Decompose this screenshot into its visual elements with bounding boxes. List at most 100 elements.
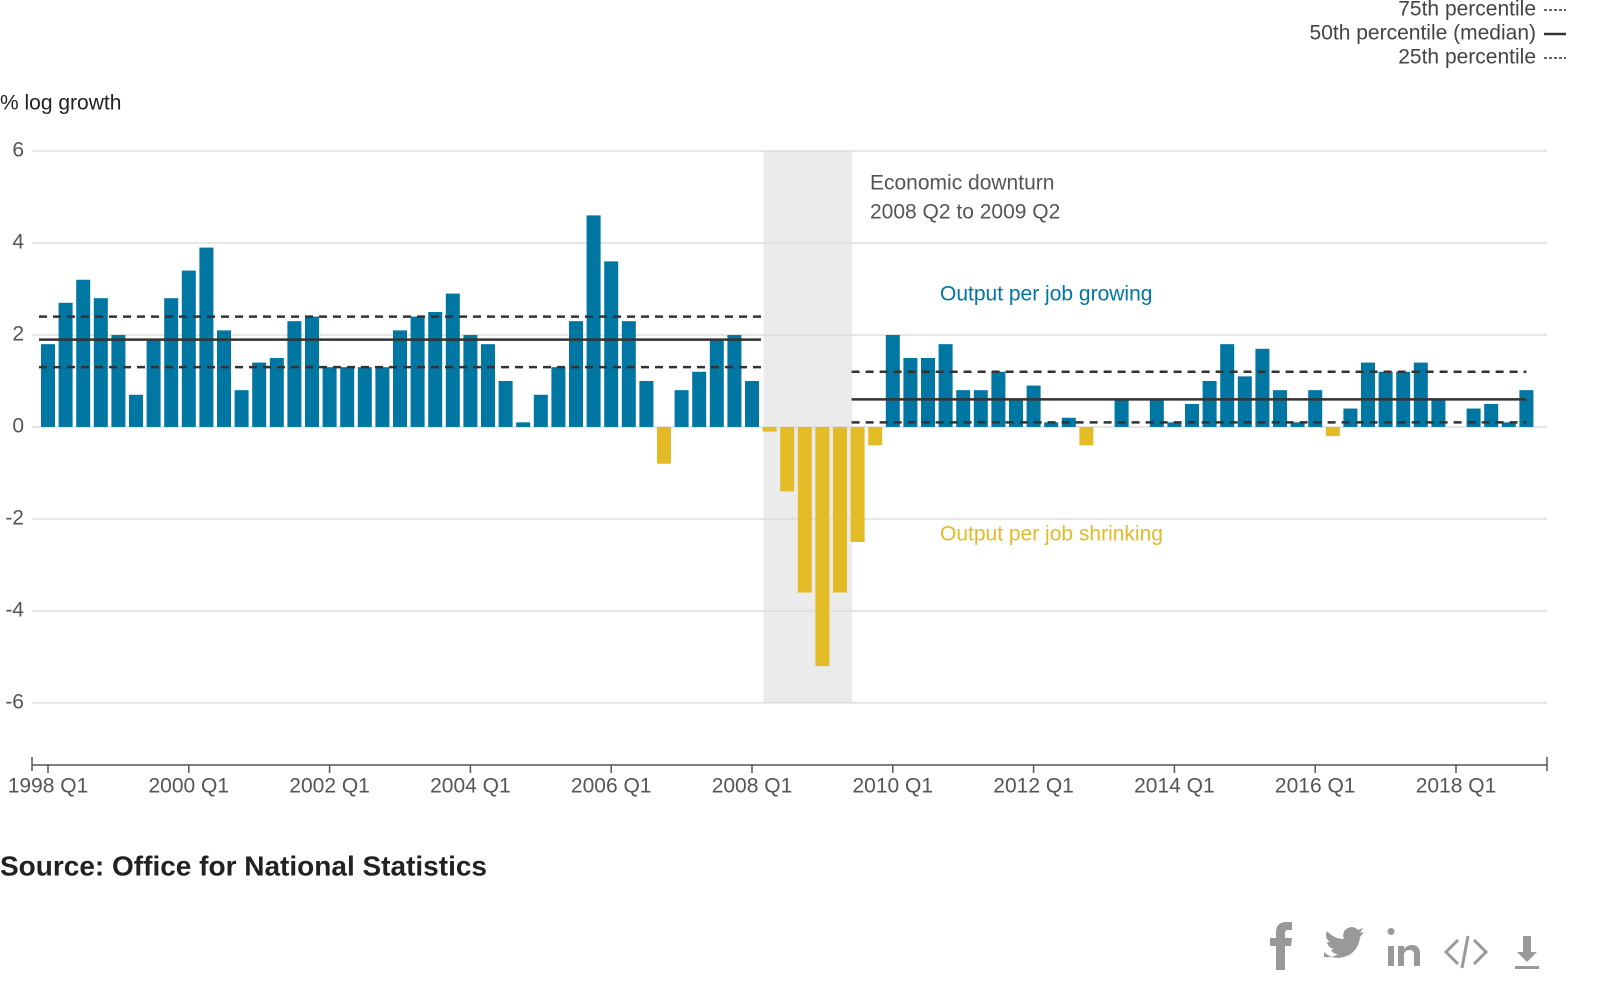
bar — [709, 339, 724, 427]
bar — [780, 426, 795, 492]
bar — [305, 316, 319, 427]
shaded-period-label: 2008 Q2 to 2009 Q2 — [870, 201, 1060, 224]
bar — [252, 362, 267, 427]
bar — [146, 339, 161, 427]
bar — [569, 321, 583, 427]
bar — [1290, 422, 1305, 427]
bar — [833, 426, 847, 593]
share-icons[interactable] — [1270, 922, 1539, 970]
bar — [181, 270, 196, 427]
y-axis-label: % log growth — [0, 92, 121, 115]
bar — [1343, 408, 1358, 427]
bar — [815, 426, 830, 667]
bar — [357, 367, 372, 427]
bar — [463, 334, 478, 427]
bar — [604, 261, 619, 427]
y-tick-label: -2 — [5, 506, 24, 529]
bar — [639, 380, 654, 427]
bar — [41, 344, 55, 427]
linkedin-icon[interactable] — [1387, 928, 1420, 966]
bar — [217, 330, 231, 427]
shaded-period-label: Economic downturn — [870, 172, 1054, 195]
facebook-icon[interactable] — [1270, 922, 1292, 970]
x-tick-label: 2010 Q1 — [853, 775, 934, 798]
bar — [58, 302, 73, 427]
bar — [1026, 385, 1041, 427]
bar — [692, 371, 707, 427]
bar — [921, 357, 935, 427]
bar — [868, 426, 883, 446]
bar — [340, 367, 355, 427]
bar — [657, 426, 671, 464]
bar — [287, 321, 302, 427]
bar — [269, 357, 284, 427]
x-tick-label: 2018 Q1 — [1416, 775, 1497, 798]
bar — [76, 279, 91, 427]
bar — [745, 380, 759, 427]
annotation: Output per job growing — [940, 283, 1152, 306]
legend-label: 25th percentile — [1398, 46, 1536, 69]
legend-label: 50th percentile (median) — [1310, 22, 1536, 45]
bar — [1114, 399, 1129, 427]
bar — [850, 426, 865, 542]
bar — [199, 247, 214, 427]
bar — [938, 344, 953, 427]
y-tick-label: 2 — [12, 323, 24, 346]
bar — [1361, 362, 1375, 427]
bar — [1079, 426, 1094, 446]
bar — [727, 334, 742, 427]
bar — [445, 293, 460, 427]
download-icon[interactable] — [1515, 936, 1539, 969]
bar — [1149, 399, 1164, 427]
y-tick-label: 4 — [12, 231, 24, 254]
bar — [1466, 408, 1481, 427]
bar — [1167, 422, 1182, 427]
x-tick-label: 2012 Q1 — [993, 775, 1074, 798]
bar — [234, 390, 249, 427]
source: Source: Office for National Statistics — [0, 850, 487, 881]
bar — [586, 215, 601, 427]
x-tick-label: 2002 Q1 — [289, 775, 370, 798]
bar — [1255, 348, 1270, 427]
y-tick-label: -6 — [5, 690, 24, 713]
bar — [551, 367, 566, 427]
bar — [1431, 399, 1446, 427]
bar — [1501, 422, 1516, 427]
bar — [498, 380, 513, 427]
bar — [516, 422, 531, 427]
twitter-icon[interactable] — [1324, 927, 1364, 958]
bar — [93, 298, 108, 427]
bar — [762, 426, 777, 432]
bar — [1237, 376, 1252, 427]
bar — [533, 394, 548, 427]
y-tick-label: 0 — [12, 415, 24, 438]
bar — [393, 330, 407, 427]
bar — [481, 344, 495, 427]
bar — [621, 321, 636, 427]
bar — [111, 334, 126, 427]
bar — [1202, 380, 1217, 427]
x-tick-label: 2016 Q1 — [1275, 775, 1356, 798]
bar — [1220, 344, 1235, 427]
bar — [885, 334, 900, 427]
x-tick-label: 1998 Q1 — [8, 775, 89, 798]
bar — [428, 311, 443, 427]
bar — [1325, 426, 1340, 437]
x-tick-label: 2014 Q1 — [1134, 775, 1215, 798]
x-tick-label: 2008 Q1 — [712, 775, 793, 798]
bar — [1044, 422, 1059, 427]
bar — [129, 394, 143, 427]
bar — [410, 316, 425, 427]
bar — [674, 390, 689, 427]
bar — [1009, 399, 1023, 427]
legend-label: 75th percentile — [1398, 0, 1536, 21]
embed-icon[interactable] — [1443, 935, 1489, 969]
x-tick-label: 2004 Q1 — [430, 775, 511, 798]
bar — [903, 357, 918, 427]
bar — [797, 426, 812, 593]
bar — [375, 367, 390, 427]
bar — [1413, 362, 1428, 427]
y-tick-label: 6 — [12, 139, 24, 162]
bar — [322, 367, 337, 427]
